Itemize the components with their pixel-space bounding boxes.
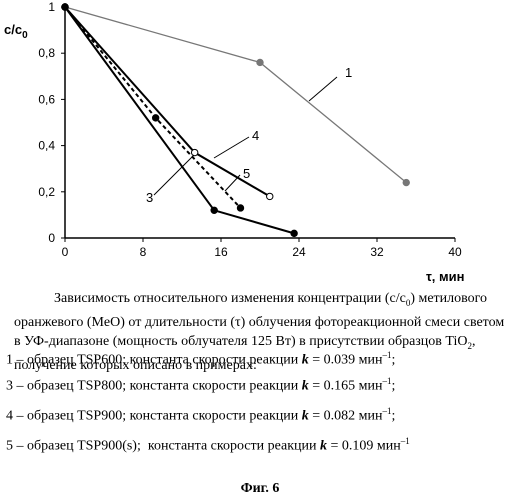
y-tick-label: 0,6: [38, 92, 55, 106]
y-tick-label: 0: [48, 231, 55, 245]
sample-entry: 3 – образец TSP800; константа скорости р…: [6, 376, 395, 395]
sample-entry: 4 – образец TSP900; константа скорости р…: [6, 406, 395, 425]
leader-line: [309, 77, 337, 101]
chart-axes: [65, 7, 455, 238]
leader-line: [214, 137, 249, 158]
series-label: 1: [345, 65, 352, 80]
series-label: 4: [252, 128, 259, 143]
x-tick-label: 32: [370, 245, 384, 259]
data-point: [62, 4, 68, 10]
series-5: [62, 4, 244, 211]
leader-line: [225, 175, 240, 191]
data-point: [291, 230, 297, 236]
x-tick-label: 0: [62, 245, 69, 259]
y-tick-label: 1: [48, 0, 55, 14]
figure-label: Фиг. 6: [0, 481, 520, 497]
series-1: [62, 4, 410, 186]
sample-entry: 5 – образец TSP900(s); константа скорост…: [6, 436, 410, 455]
series-label: 5: [243, 166, 250, 181]
series-3: [62, 4, 298, 237]
data-point: [257, 59, 263, 65]
y-tick-label: 0,4: [38, 139, 55, 153]
data-point: [191, 149, 197, 155]
series-line: [65, 7, 294, 233]
data-point: [237, 205, 243, 211]
data-point: [403, 179, 409, 185]
x-tick-label: 8: [140, 245, 147, 259]
sample-entry: 1 – образец TSP600; константа скорости р…: [6, 350, 395, 369]
y-axis-label: c/c0: [4, 22, 28, 41]
x-axis-label: τ, мин: [426, 269, 465, 284]
series-line: [65, 7, 406, 183]
x-tick-label: 24: [292, 245, 306, 259]
series-4: [62, 4, 273, 200]
series-line: [65, 7, 270, 196]
x-tick-label: 40: [448, 245, 462, 259]
data-point: [152, 115, 158, 121]
chart: 0 8 16 24 32 40 0 0,2 0,4 0,6 0,8 1 1 3 4 5 c/c0 τ, ми…: [0, 0, 520, 285]
data-point: [267, 193, 273, 199]
y-tick-label: 0,2: [38, 185, 55, 199]
y-tick-label: 0,8: [38, 46, 55, 60]
chart-series: [62, 4, 410, 237]
series-label: 3: [146, 190, 153, 205]
x-tick-label: 16: [214, 245, 228, 259]
data-point: [211, 207, 217, 213]
